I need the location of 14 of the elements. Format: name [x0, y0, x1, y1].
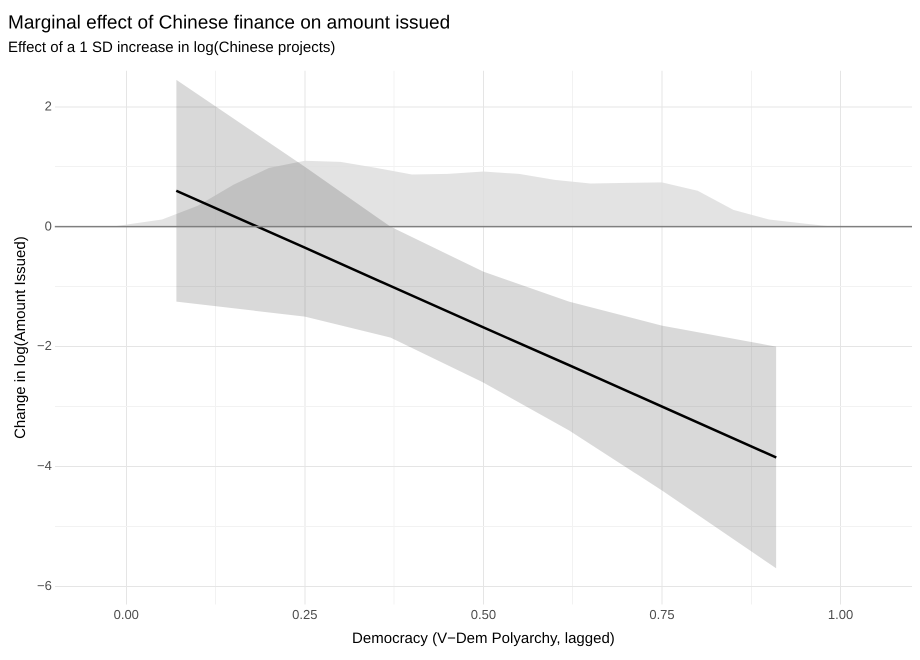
- x-tick-label: 0.00: [114, 606, 139, 622]
- y-tick-label: 2: [44, 98, 52, 114]
- y-tick-label: 0: [44, 218, 52, 234]
- chart-subtitle: Effect of a 1 SD increase in log(Chinese projects): [8, 38, 336, 56]
- x-tick-label: 1.00: [828, 606, 854, 622]
- x-tick-label: 0.25: [292, 606, 318, 622]
- x-tick-label: 0.50: [470, 606, 496, 622]
- x-tick-label: 0.75: [649, 606, 675, 622]
- chart-title: Marginal effect of Chinese finance on amount issued: [8, 12, 450, 34]
- y-tick-label: −4: [36, 458, 52, 474]
- x-axis-title: Democracy (V−Dem Polyarchy, lagged): [352, 630, 615, 648]
- y-tick-label: −2: [36, 338, 52, 354]
- y-axis-title: Change in log(Amount Issued): [12, 236, 30, 439]
- y-tick-label: −6: [36, 578, 52, 593]
